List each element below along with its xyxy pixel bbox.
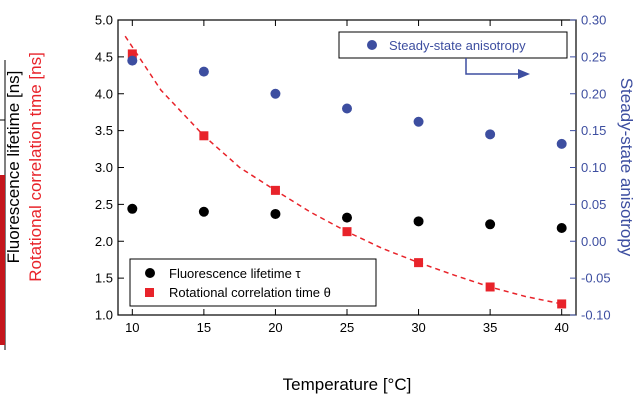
marker-correlation-time bbox=[485, 282, 495, 292]
right-tick-label: -0.05 bbox=[581, 271, 611, 286]
left-tick-label: 1.5 bbox=[95, 271, 113, 286]
left-tick-label: 1.0 bbox=[95, 308, 113, 323]
legend-lower: Fluorescence lifetime τ Rotational corre… bbox=[129, 258, 377, 307]
arrow-head-icon bbox=[518, 69, 530, 79]
marker-lifetime bbox=[198, 206, 209, 217]
marker-anisotropy bbox=[413, 116, 424, 127]
x-axis-title: Temperature [°C] bbox=[283, 375, 412, 394]
marker-anisotropy bbox=[270, 88, 281, 99]
x-tick-label: 15 bbox=[197, 320, 211, 335]
legend-lifetime-label: Fluorescence lifetime τ bbox=[169, 266, 301, 281]
marker-anisotropy bbox=[342, 103, 352, 114]
x-tick-label: 25 bbox=[340, 320, 354, 335]
marker-lifetime bbox=[342, 212, 352, 223]
left-axis-ticks: 1.0 1.5 2.0 2.5 3.0 3.5 4.0 4.5 5.0 bbox=[95, 13, 124, 323]
marker-lifetime bbox=[270, 208, 281, 219]
left-tick-label: 2.5 bbox=[95, 197, 113, 212]
left-tick-label: 4.0 bbox=[95, 86, 113, 101]
x-tick-label: 40 bbox=[554, 320, 568, 335]
right-tick-label: 0.20 bbox=[581, 86, 606, 101]
marker-correlation-time bbox=[127, 49, 137, 59]
legend-lifetime-marker bbox=[145, 268, 155, 278]
legend-anisotropy-label: Steady-state anisotropy bbox=[389, 38, 526, 53]
marker-lifetime bbox=[556, 222, 567, 233]
right-tick-label: 0.05 bbox=[581, 197, 606, 212]
legend-anisotropy-marker bbox=[367, 40, 377, 50]
marker-correlation-time bbox=[199, 131, 209, 141]
legend-anisotropy: Steady-state anisotropy bbox=[338, 31, 568, 59]
right-tick-label: -0.10 bbox=[581, 308, 611, 323]
right-axis-ticks: -0.10 -0.05 0.00 0.05 0.10 0.15 0.20 0.25 0.30 bbox=[570, 13, 611, 323]
marker-lifetime bbox=[127, 203, 138, 214]
x-axis-ticks: 10 15 20 25 30 35 40 bbox=[125, 20, 569, 335]
x-tick-label: 20 bbox=[268, 320, 282, 335]
right-tick-label: 0.10 bbox=[581, 160, 606, 175]
right-tick-label: 0.15 bbox=[581, 123, 606, 138]
marker-correlation-time bbox=[414, 258, 424, 268]
legend-correlation-label: Rotational correlation time θ bbox=[169, 285, 331, 300]
left-tick-label: 2.0 bbox=[95, 234, 113, 249]
right-axis-arrow bbox=[465, 58, 530, 79]
right-tick-label: 0.25 bbox=[581, 49, 606, 64]
x-tick-label: 30 bbox=[411, 320, 425, 335]
marker-lifetime bbox=[485, 219, 496, 230]
marker-anisotropy bbox=[485, 129, 496, 140]
left-tick-label: 3.5 bbox=[95, 123, 113, 138]
y-axis-title-right: Steady-state anisotropy bbox=[617, 78, 635, 257]
left-tick-label: 3.0 bbox=[95, 160, 113, 175]
marker-anisotropy bbox=[556, 138, 567, 149]
adjacent-panel-fragment bbox=[0, 60, 6, 350]
x-tick-label: 35 bbox=[483, 320, 497, 335]
right-tick-label: 0.30 bbox=[581, 13, 606, 28]
left-tick-label: 5.0 bbox=[95, 13, 113, 28]
right-tick-label: 0.00 bbox=[581, 234, 606, 249]
marker-correlation-time bbox=[270, 185, 280, 195]
y-axis-title-left-2: Rotational correlation time [ns] bbox=[26, 52, 45, 282]
y-axis-title-left-1: Fluorescence lifetime [ns] bbox=[4, 71, 23, 264]
legend-correlation-marker bbox=[145, 288, 154, 297]
marker-lifetime bbox=[413, 216, 424, 227]
x-tick-label: 10 bbox=[125, 320, 139, 335]
left-tick-label: 4.5 bbox=[95, 49, 113, 64]
data-markers bbox=[127, 49, 567, 309]
marker-anisotropy bbox=[127, 55, 138, 66]
marker-anisotropy bbox=[198, 66, 209, 77]
marker-correlation-time bbox=[557, 299, 567, 309]
marker-correlation-time bbox=[342, 227, 352, 237]
